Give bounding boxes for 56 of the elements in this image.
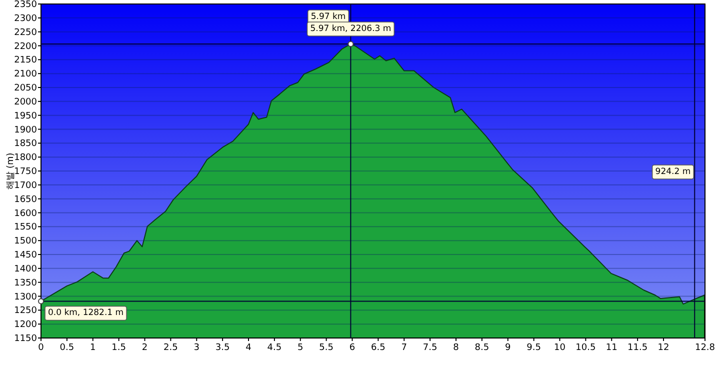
x-tick-label: 12.8 xyxy=(694,343,716,353)
y-tick-label: 1400 xyxy=(14,264,38,274)
y-tick-label: 1550 xyxy=(14,222,38,233)
x-tick-label: 10 xyxy=(554,343,566,353)
y-tick-label: 1350 xyxy=(14,278,38,288)
x-tick-label: 3 xyxy=(194,343,200,353)
x-tick-label: 6.5 xyxy=(371,343,386,353)
x-tick-label: 0 xyxy=(38,343,44,353)
y-tick-label: 1800 xyxy=(14,153,38,164)
ref-line-label: 924.2 m xyxy=(655,167,691,177)
x-tick-label: 9.5 xyxy=(526,343,541,353)
x-tick-label: 2.5 xyxy=(164,343,178,353)
y-axis-title: 해발 (m) xyxy=(6,152,16,190)
y-tick-label: 1150 xyxy=(14,334,38,344)
x-tick-label: 2 xyxy=(142,343,148,353)
y-tick-label: 1200 xyxy=(14,320,38,330)
x-tick-label: 1 xyxy=(90,343,96,353)
y-tick-label: 2350 xyxy=(14,0,38,10)
x-tick-label: 7 xyxy=(401,343,407,353)
ref-line-label: 5.97 km xyxy=(310,12,346,22)
x-tick-label: 5 xyxy=(298,343,304,353)
y-tick-label: 1950 xyxy=(14,111,38,122)
annotation: 0.0 km, 1282.1 m xyxy=(48,308,124,318)
y-tick-label: 2250 xyxy=(14,28,38,38)
x-tick-label: 8.5 xyxy=(474,343,490,353)
x-tick-label: 10.5 xyxy=(576,343,596,353)
y-tick-label: 2050 xyxy=(14,84,38,94)
y-tick-label: 1300 xyxy=(14,292,38,302)
y-tick-label: 1600 xyxy=(14,208,38,219)
y-tick-label: 1650 xyxy=(14,194,38,205)
y-tick-label: 2200 xyxy=(14,42,38,52)
y-tick-label: 1700 xyxy=(14,180,38,191)
y-tick-label: 2150 xyxy=(14,56,38,66)
x-tick-label: 8 xyxy=(453,343,460,353)
y-tick-label: 1850 xyxy=(14,139,38,150)
y-tick-label: 1750 xyxy=(14,167,38,177)
y-tick-label: 1500 xyxy=(14,236,38,247)
x-tick-label: 9 xyxy=(505,343,512,353)
y-tick-label: 1450 xyxy=(14,250,38,260)
x-tick-label: 4.5 xyxy=(267,343,282,353)
y-tick-label: 1250 xyxy=(14,306,38,316)
x-tick-label: 3.5 xyxy=(215,343,230,353)
x-tick-label: 11 xyxy=(606,343,618,353)
x-tick-label: 0.5 xyxy=(60,343,74,353)
x-tick-label: 4 xyxy=(246,343,252,353)
y-tick-label: 2300 xyxy=(14,14,38,24)
x-tick-label: 5.5 xyxy=(319,343,334,353)
x-tick-label: 11.5 xyxy=(628,343,648,353)
x-tick-label: 7.5 xyxy=(422,343,438,353)
x-tick-label: 1.5 xyxy=(112,343,126,353)
x-tick-label: 6 xyxy=(349,343,356,353)
y-tick-label: 2000 xyxy=(14,97,38,108)
y-tick-label: 2100 xyxy=(14,70,38,80)
annotation: 5.97 km, 2206.3 m xyxy=(310,24,392,34)
x-tick-label: 12 xyxy=(658,343,670,353)
y-tick-label: 1900 xyxy=(14,125,38,136)
